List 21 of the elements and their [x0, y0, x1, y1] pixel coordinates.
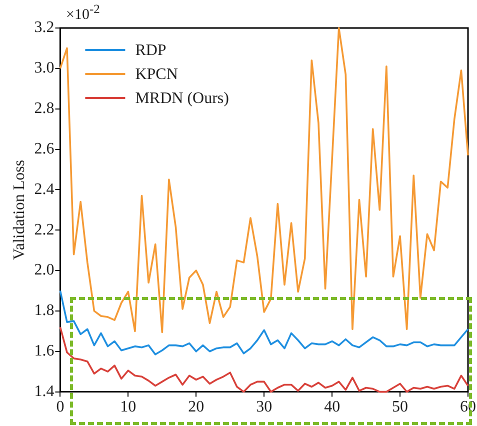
y-tick-label: 2.4: [34, 180, 54, 198]
y-tick-label: 1.8: [34, 302, 54, 320]
legend-label: KPCN: [135, 66, 178, 84]
legend-label: MRDN (Ours): [135, 90, 229, 108]
y-tick-label: 2.0: [34, 262, 54, 279]
x-tick-label: 40: [324, 398, 340, 416]
x-tick-label: 20: [188, 398, 204, 416]
y-tick-label: 2.6: [34, 140, 54, 158]
x-tick-label: 30: [256, 398, 272, 416]
text: ×10$^{-2}$: [66, 1, 100, 24]
y-tick-label: 2.2: [34, 221, 54, 238]
y-axis-title: Validation Loss: [10, 160, 28, 260]
y-tick-label: 1.4: [34, 383, 54, 400]
y-tick-label: 3.2: [34, 19, 54, 36]
y-tick-label: 1.6: [34, 342, 54, 360]
x-tick-label: 10: [120, 398, 136, 416]
x-tick-label: 50: [392, 398, 408, 416]
x-tick-label: 0: [56, 398, 64, 416]
legend-label: RDP: [135, 42, 166, 60]
y-tick-label: 2.8: [34, 100, 54, 118]
y-tick-label: 3.0: [34, 60, 54, 77]
